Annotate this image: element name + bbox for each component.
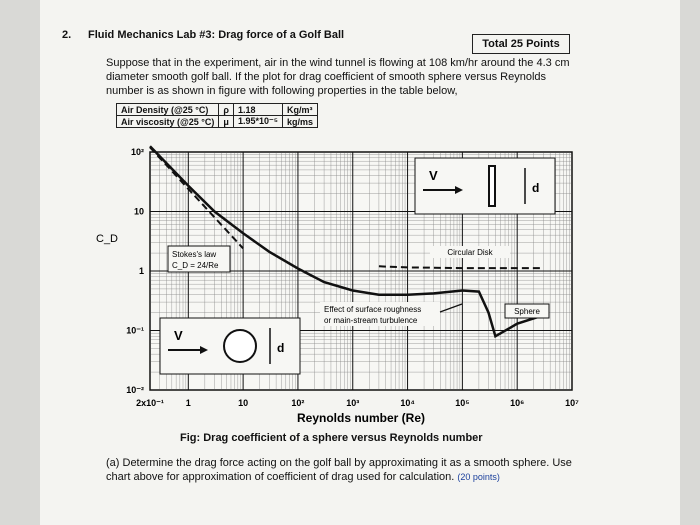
x-tick-label: 10⁴ — [400, 398, 414, 408]
points: (20 points) — [457, 472, 500, 482]
curve — [149, 145, 544, 339]
table-cell: 1.95*10⁻⁵ — [232, 115, 284, 128]
table-cell: kg/ms — [281, 115, 319, 128]
table-cell: Air Density (@25 °C) — [115, 103, 220, 116]
x-tick-label: 10³ — [346, 398, 359, 408]
table-row: Air viscosity (@25 °C) μ 1.95*10⁻⁵ kg/ms — [115, 115, 319, 128]
x-tick-label: 2x10⁻¹ — [136, 398, 164, 408]
annotation: C_D = 24/Re — [172, 261, 219, 270]
inset-bg — [414, 157, 556, 215]
y-tick-label: 10 — [134, 207, 144, 217]
table-cell: Air viscosity (@25 °C) — [115, 115, 220, 128]
label-box — [430, 246, 510, 258]
table-cell: 1.18 — [232, 103, 284, 116]
arrow — [439, 303, 463, 313]
arrow-head — [200, 346, 208, 354]
series-label: Stokes's law — [172, 250, 216, 259]
velocity-label: V — [174, 328, 183, 343]
annotation: or main-stream turbulence — [324, 316, 418, 325]
table-cell: ρ — [218, 103, 234, 116]
arrow-head — [455, 186, 463, 194]
question-text: (a) Determine the drag force acting on t… — [106, 457, 572, 483]
inset: Vd — [414, 157, 556, 215]
y-tick-label: 10⁻² — [126, 385, 144, 395]
diameter-label: d — [277, 341, 284, 355]
table-cell: μ — [218, 115, 234, 128]
y-axis-label: C_D — [96, 233, 118, 245]
table-row: Air Density (@25 °C) ρ 1.18 Kg/m³ — [115, 103, 319, 116]
x-tick-label: 10² — [291, 398, 304, 408]
y-tick-label: 10² — [131, 147, 144, 157]
intro: Suppose that in the experiment, air in t… — [106, 57, 570, 97]
series-label: Circular Disk — [447, 248, 493, 257]
annotation: Effect of surface roughness — [324, 305, 421, 314]
label-box — [504, 303, 550, 319]
table-cell: Kg/m³ — [281, 103, 319, 116]
title: Fluid Mechanics Lab #3: Drag force of a … — [88, 29, 345, 41]
caption: Fig: Drag coefficient of a sphere versus… — [180, 432, 483, 444]
sphere-shape — [223, 329, 257, 363]
label-box — [167, 245, 231, 273]
disk-shape — [488, 165, 496, 207]
series-label: Sphere — [514, 307, 540, 316]
question: (a) Determine the drag force acting on t… — [106, 456, 596, 484]
velocity-label: V — [429, 168, 438, 183]
inset: Vd — [159, 317, 301, 375]
chart: 2x10⁻¹ 1 10 10² 10³ 10⁴ 10⁵ 10⁶ 10⁷ 10⁻² 10⁻¹ 1 10 10… — [96, 145, 579, 425]
x-tick-label: 10⁵ — [455, 398, 469, 408]
x-tick-label: 1 — [186, 398, 191, 408]
total-points: Total 25 Points — [472, 34, 570, 54]
x-tick-label: 10 — [238, 398, 248, 408]
property-table: Air Density (@25 °C) ρ 1.18 Kg/m³ Air viscos… — [115, 103, 319, 128]
question-number: 2. — [62, 29, 72, 41]
curve — [149, 146, 244, 250]
y-tick-label: 1 — [139, 266, 144, 276]
x-tick-label: 10⁷ — [565, 398, 579, 408]
x-axis-label: Reynolds number (Re) — [297, 411, 425, 425]
diameter-label: d — [532, 181, 539, 195]
label-box — [320, 302, 440, 326]
y-tick-label: 10⁻¹ — [126, 326, 144, 336]
curve — [378, 265, 544, 270]
x-tick-label: 10⁶ — [510, 398, 524, 408]
